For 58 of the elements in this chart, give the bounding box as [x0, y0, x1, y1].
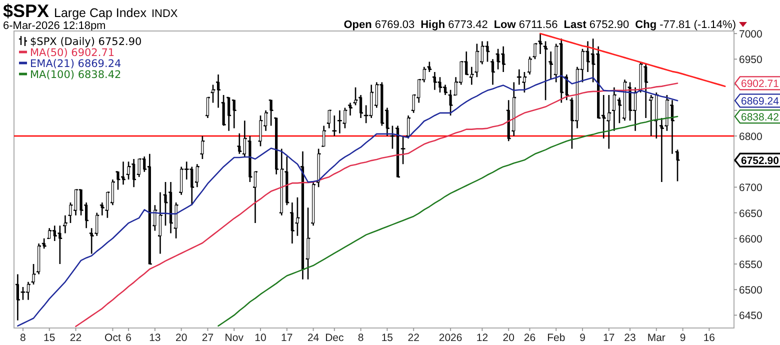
y-tick-label: 6700: [739, 182, 763, 194]
x-tick-label: 22: [70, 332, 82, 344]
x-tick-label: 10: [254, 332, 267, 344]
x-tick-label: 17: [281, 332, 293, 344]
y-tick-label: 6950: [739, 54, 763, 66]
x-tick-label: Feb: [547, 332, 566, 344]
y-tick-label: 7000: [739, 28, 763, 41]
x-tick-label: Mar: [647, 332, 666, 344]
candlestick: [396, 125, 400, 178]
annotation: 6-Mar-2026 12:18pm: [3, 20, 106, 32]
legend-label: EMA(21) 6869.24: [30, 58, 122, 70]
x-tick-label: Dec: [325, 332, 344, 344]
text: 6838.42: [741, 112, 780, 124]
text: Open 6769.03: [344, 19, 415, 31]
chart-title: $SPX: [3, 1, 50, 21]
x-tick-label: 13: [149, 332, 161, 344]
y-tick-label: 6650: [739, 208, 763, 220]
x-tick-label: 22: [408, 332, 420, 344]
text: Low 6711.56: [494, 19, 558, 31]
y-tick-label: 6600: [739, 233, 763, 246]
x-tick-label: 9: [580, 332, 586, 344]
x-tick-label: 20: [175, 332, 188, 344]
y-tick-label: 6500: [739, 284, 763, 297]
text: 6902.71: [741, 78, 780, 90]
y-tick-label: 6450: [739, 310, 763, 322]
x-tick-label: 8: [20, 332, 26, 344]
candlestick: [444, 84, 447, 96]
x-tick-label: 27: [202, 332, 214, 344]
legend-label: MA(50) 6902.71: [30, 47, 115, 59]
candlestick: [111, 178, 114, 206]
x-tick-label: Oct: [104, 332, 121, 344]
x-tick-label: 23: [624, 332, 636, 344]
text: Last 6752.90: [564, 19, 630, 31]
x-tick-label: 12: [476, 332, 488, 344]
x-tick-label: 8: [358, 332, 364, 344]
x-tick-label: 20: [502, 332, 515, 344]
y-tick-label: 6800: [739, 130, 763, 143]
text: High 6773.42: [420, 19, 488, 31]
x-tick-label: 2026: [438, 332, 462, 344]
x-tick-label: 9: [680, 332, 686, 344]
text: 6869.24: [741, 96, 780, 108]
x-tick-label: Nov: [224, 332, 244, 344]
x-tick-label: 17: [603, 332, 615, 344]
x-tick-label: 24: [307, 332, 320, 344]
x-tick-label: 6: [126, 332, 132, 344]
line-series: [540, 32, 726, 88]
x-tick-label: 15: [381, 332, 394, 344]
text: INDX: [151, 8, 178, 20]
x-tick-label: 26: [524, 332, 536, 344]
legend-label: MA(100) 6838.42: [30, 69, 122, 81]
candlestick: [206, 96, 210, 119]
x-tick-label: 15: [44, 332, 56, 344]
text: 6752.90: [741, 155, 780, 168]
chart-subtitle: Large Cap Index: [54, 6, 148, 20]
x-tick-label: 16: [703, 332, 716, 344]
legend-label: $SPX (Daily) 6752.90: [30, 36, 142, 48]
y-tick-label: 6550: [739, 258, 763, 271]
text: Chg -77.81 (-1.14%): [635, 19, 736, 31]
